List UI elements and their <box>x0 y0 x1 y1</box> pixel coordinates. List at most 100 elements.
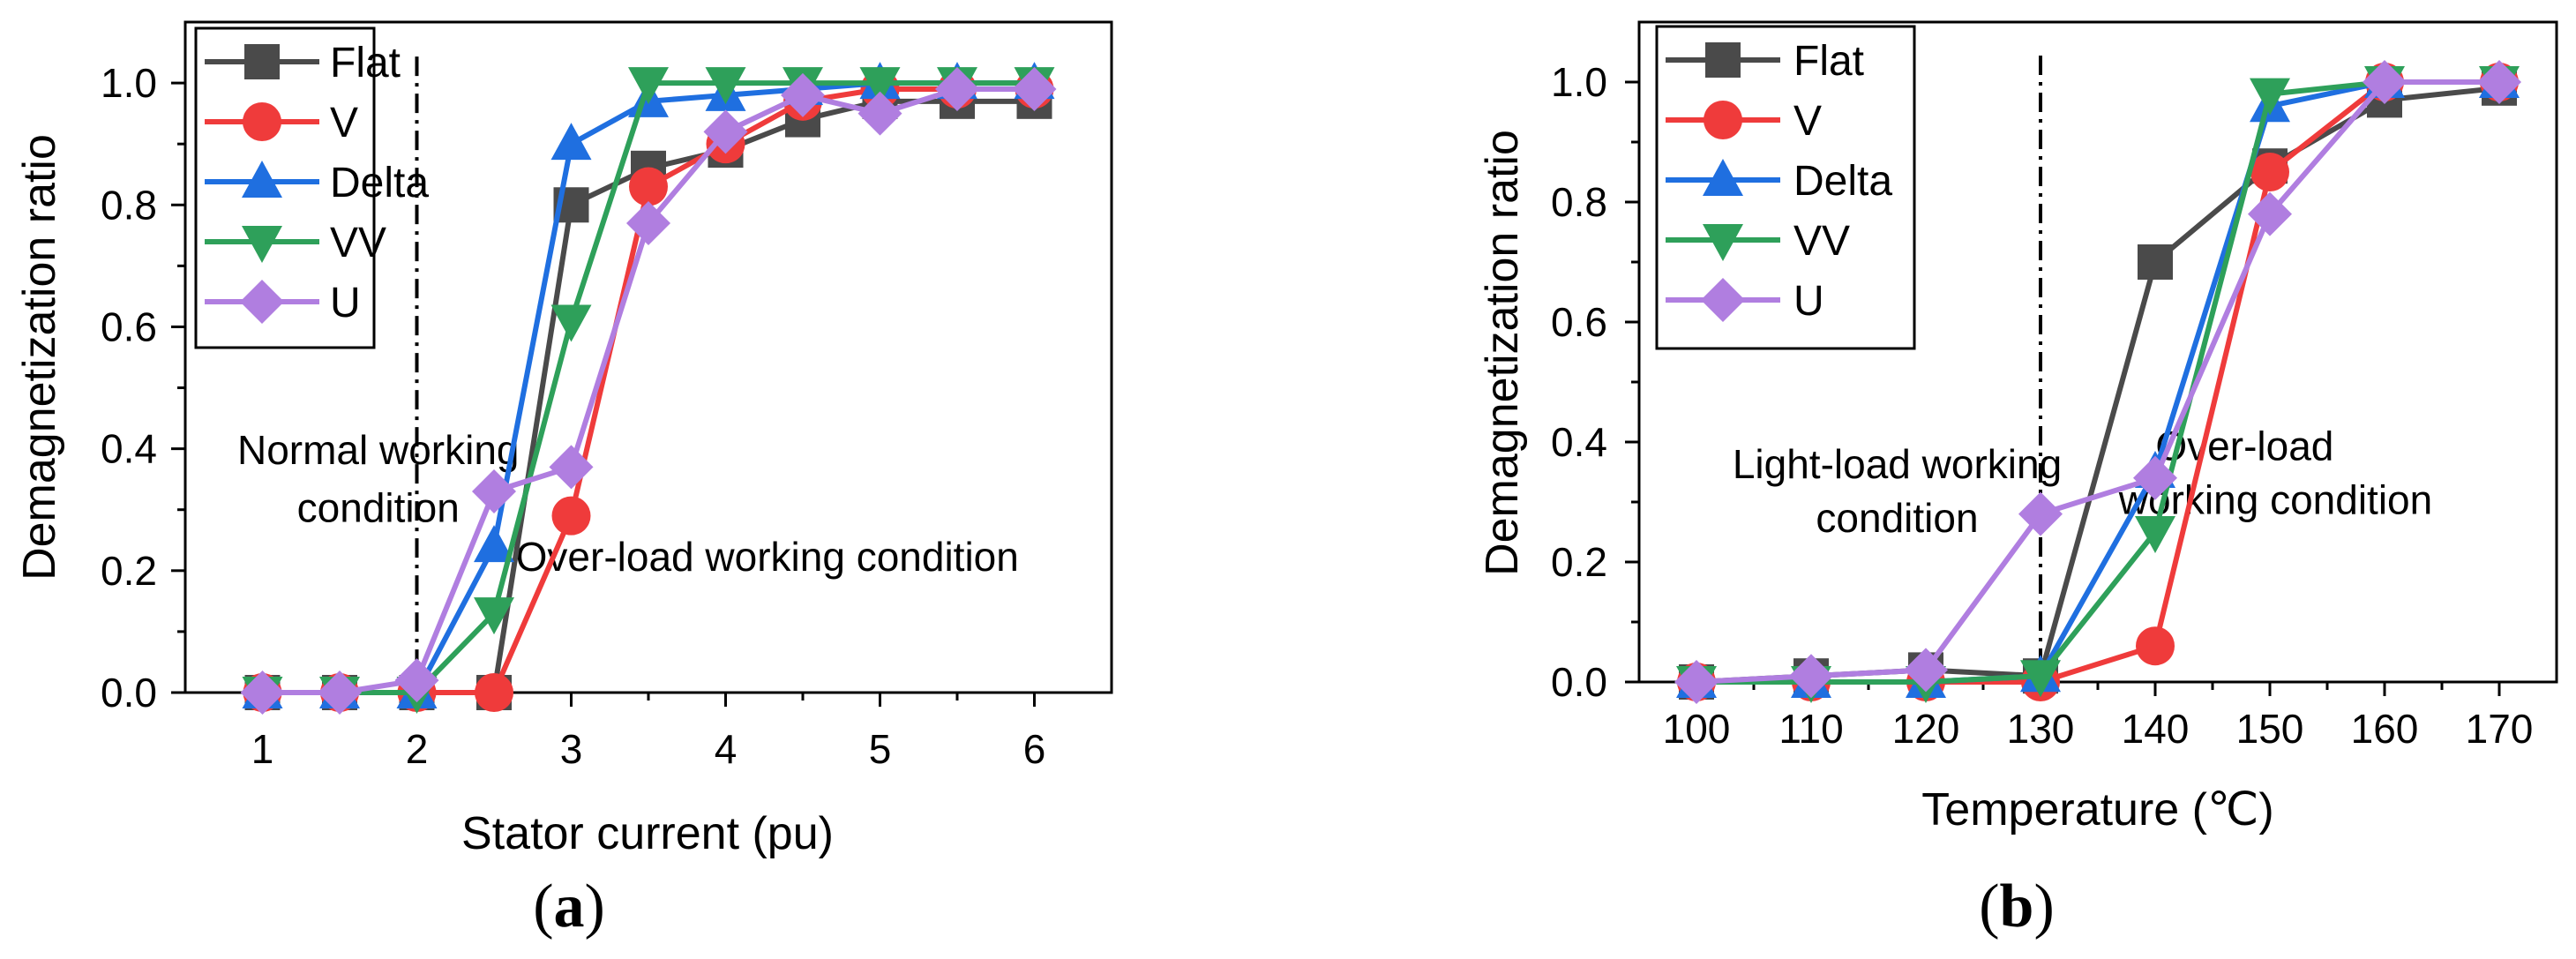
annotations-a: Normal working condition Over-load working… <box>237 427 1019 580</box>
y-axis-title-b: Demagnetization ratio <box>1477 130 1528 576</box>
annotation-a-1: condition <box>297 485 460 531</box>
legend-label-b-2: Delta <box>1793 158 1892 205</box>
point-a-delta-4 <box>550 123 592 161</box>
legend-marker-b-4 <box>1701 278 1745 322</box>
annotations-b: Light-load workingconditionOver-loadwork… <box>1733 423 2432 541</box>
legend-a: Flat V Delta VV U <box>194 26 429 349</box>
point-b-v-4 <box>2136 626 2175 666</box>
panel-label-b: (b) <box>1979 873 2055 940</box>
x-tick-label-a-4: 5 <box>869 726 892 772</box>
point-b-vv-4 <box>2135 516 2175 553</box>
point-a-delta-3 <box>474 525 514 563</box>
x-tick-label-a-5: 6 <box>1023 726 1046 772</box>
legend-entry-b-flat: Flat <box>1666 38 1864 85</box>
chart-panel-b: 100 110 120 130 140 150 160 170 0.0 0.2 0.4 0.6 0.8 1… <box>1477 20 2558 940</box>
y-tick-label-a-5: 1.0 <box>101 60 157 106</box>
point-a-u-6 <box>703 109 748 154</box>
legend-label-a-3: VV <box>330 220 386 266</box>
panel-label-a: (a) <box>533 873 605 940</box>
legend-entry-b-v: V <box>1666 98 1822 145</box>
point-a-u-8 <box>857 91 902 136</box>
legend-label-a-4: U <box>330 280 361 326</box>
x-tick-label-a-1: 2 <box>406 726 429 772</box>
legend-entry-a-delta: Delta <box>205 160 429 206</box>
legend-entry-a-flat: Flat <box>205 40 401 86</box>
point-b-flat-4 <box>2138 244 2173 280</box>
x-tick-label-b-1: 110 <box>1778 706 1843 752</box>
axes-a: 1 2 3 4 5 6 0.0 0.2 0.4 0.6 0.8 1.0 <box>101 60 1045 772</box>
y-tick-label-a-3: 0.6 <box>101 303 157 349</box>
annotation-b-2: Over-load <box>2155 423 2333 468</box>
point-a-u-2 <box>394 658 439 703</box>
axes-b: 100 110 120 130 140 150 160 170 0.0 0.2 0.4 0.6 0.8 1… <box>1551 59 2533 752</box>
legend-entry-b-delta: Delta <box>1666 158 1892 205</box>
y-tick-label-a-4: 0.8 <box>101 182 157 228</box>
y-tick-label-b-0: 0.0 <box>1551 659 1607 705</box>
legend-entry-a-u: U <box>205 280 361 326</box>
point-b-u-7 <box>2477 60 2521 104</box>
series-a-u <box>240 67 1057 715</box>
x-axis-title-b: Temperature (℃) <box>1921 784 2273 835</box>
y-tick-label-a-0: 0.0 <box>101 670 157 716</box>
legend-marker-a-1 <box>243 102 281 141</box>
x-tick-label-b-0: 100 <box>1663 706 1731 752</box>
legend-marker-b-1 <box>1704 101 1742 139</box>
x-tick-label-a-3: 4 <box>715 726 738 772</box>
y-tick-label-a-1: 0.2 <box>101 548 157 594</box>
legend-marker-a-0 <box>244 44 280 79</box>
annotation-a-2: Over-load working condition <box>516 534 1019 580</box>
legend-marker-a-2 <box>242 161 282 198</box>
legend-entry-b-u: U <box>1666 278 1824 325</box>
x-tick-label-b-3: 130 <box>2007 706 2075 752</box>
legend-marker-b-0 <box>1705 42 1741 78</box>
annotation-a-0: Normal working <box>237 427 520 473</box>
legend-entry-b-vv: VV <box>1666 218 1850 265</box>
point-a-v-4 <box>551 496 591 536</box>
point-b-vv-5 <box>2250 78 2290 116</box>
point-a-vv-3 <box>474 597 514 635</box>
point-a-u-10 <box>1012 67 1057 111</box>
point-b-u-3 <box>2018 491 2063 536</box>
chart-panel-a: 1 2 3 4 5 6 0.0 0.2 0.4 0.6 0.8 1.0 Normal working c… <box>14 20 1113 940</box>
legend-label-a-1: V <box>330 100 358 146</box>
point-a-u-3 <box>472 469 516 513</box>
point-a-vv-6 <box>705 67 746 105</box>
y-tick-label-b-4: 0.8 <box>1551 179 1607 225</box>
point-b-u-0 <box>1674 660 1719 704</box>
x-tick-label-a-2: 3 <box>560 726 583 772</box>
y-axis-title-a: Demagnetization ratio <box>14 134 65 581</box>
legend-label-b-4: U <box>1793 278 1824 325</box>
point-a-u-0 <box>240 671 285 715</box>
x-tick-label-b-5: 150 <box>2236 706 2304 752</box>
y-tick-label-a-2: 0.4 <box>101 426 157 472</box>
annotation-b-1: condition <box>1816 495 1978 541</box>
point-a-u-1 <box>318 671 362 715</box>
point-a-vv-4 <box>550 304 592 342</box>
legend-b: Flat V Delta VV U <box>1655 25 1916 350</box>
y-tick-label-b-2: 0.4 <box>1551 419 1607 465</box>
legend-label-b-3: VV <box>1793 218 1850 265</box>
point-a-u-4 <box>549 445 594 490</box>
point-a-vv-8 <box>859 67 901 105</box>
point-b-u-5 <box>2248 191 2292 236</box>
point-a-u-7 <box>781 72 825 117</box>
legend-label-a-2: Delta <box>330 160 429 206</box>
point-b-vv-3 <box>2020 660 2061 698</box>
x-axis-title-a: Stator current (pu) <box>461 808 834 859</box>
x-tick-label-b-6: 160 <box>2351 706 2419 752</box>
legend-box-a <box>194 26 376 349</box>
x-tick-label-a-0: 1 <box>251 726 274 772</box>
legend-marker-b-3 <box>1703 224 1743 261</box>
series-b-u <box>1674 60 2521 704</box>
point-b-u-1 <box>1789 654 1833 699</box>
y-tick-label-b-3: 0.6 <box>1551 299 1607 345</box>
legend-label-b-1: V <box>1793 98 1822 145</box>
series-layer-b <box>1674 60 2521 704</box>
legend-label-b-0: Flat <box>1793 38 1864 85</box>
point-a-vv-5 <box>628 67 669 105</box>
point-a-u-5 <box>626 201 670 245</box>
x-tick-label-b-4: 140 <box>2122 706 2190 752</box>
point-b-u-4 <box>2133 455 2177 500</box>
x-tick-label-b-2: 120 <box>1892 706 1960 752</box>
